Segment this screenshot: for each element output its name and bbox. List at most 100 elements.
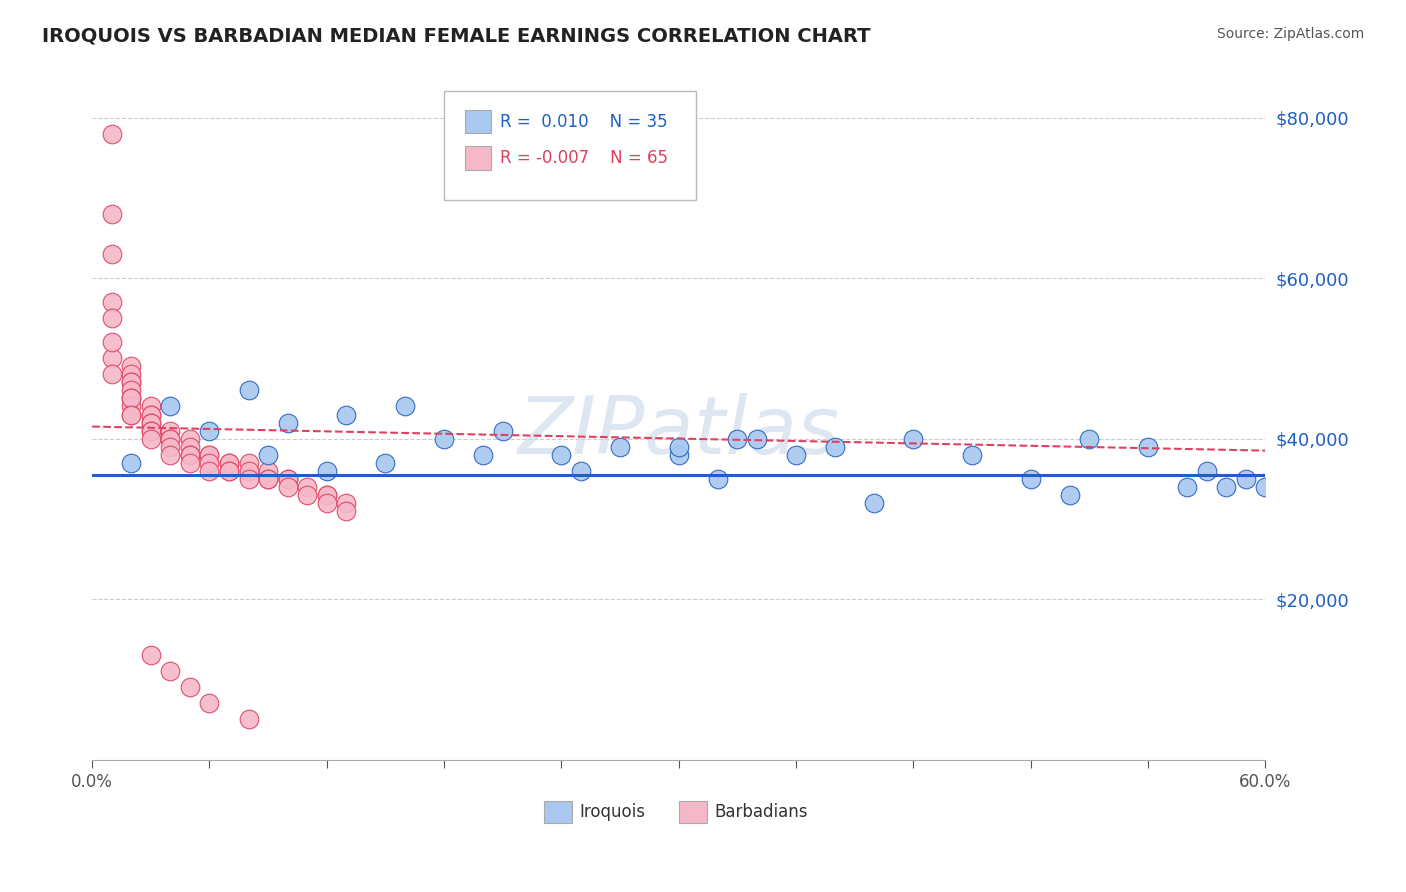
Point [472,448,495,462]
Point [824,440,846,454]
Point [277,472,299,486]
Point [120,376,142,390]
Point [297,488,319,502]
Point [1215,480,1237,494]
Point [139,432,162,446]
Point [198,424,221,438]
Text: Iroquois: Iroquois [579,803,645,822]
Point [218,456,240,470]
Point [335,504,357,518]
Point [139,424,162,438]
Point [863,496,886,510]
Text: ZIPatlas: ZIPatlas [517,393,839,471]
Point [335,408,357,422]
Point [100,311,122,326]
Point [257,448,280,462]
Point [903,432,925,446]
Point [100,351,122,366]
Point [1254,480,1277,494]
Point [1078,432,1101,446]
Point [139,648,162,663]
Text: IROQUOIS VS BARBADIAN MEDIAN FEMALE EARNINGS CORRELATION CHART: IROQUOIS VS BARBADIAN MEDIAN FEMALE EARN… [42,27,870,45]
Point [1195,464,1218,478]
Bar [465,146,491,169]
Point [100,368,122,382]
Point [139,400,162,414]
Point [238,464,260,478]
Point [139,408,162,422]
Point [100,247,122,261]
Point [277,416,299,430]
Point [725,432,748,446]
Point [257,472,280,486]
Point [238,384,260,398]
Point [159,432,181,446]
Point [668,440,690,454]
FancyBboxPatch shape [444,91,696,200]
Point [745,432,768,446]
Point [1175,480,1198,494]
Point [198,448,221,462]
Point [238,713,260,727]
Point [139,416,162,430]
Point [433,432,456,446]
Point [315,488,337,502]
Point [159,424,181,438]
Point [159,665,181,679]
Point [335,496,357,510]
Point [120,408,142,422]
Point [198,448,221,462]
Point [257,472,280,486]
Point [297,480,319,494]
Point [120,392,142,406]
Point [120,456,142,470]
Bar [679,801,707,823]
Point [120,368,142,382]
Point [198,456,221,470]
Point [179,448,201,462]
Point [785,448,807,462]
Point [120,384,142,398]
Point [277,472,299,486]
Bar [465,111,491,134]
Point [238,456,260,470]
Point [159,440,181,454]
Text: R = -0.007    N = 65: R = -0.007 N = 65 [501,149,668,167]
Point [159,432,181,446]
Point [159,448,181,462]
Point [139,408,162,422]
Point [1059,488,1081,502]
Point [139,424,162,438]
Point [198,697,221,711]
Point [609,440,631,454]
Point [218,464,240,478]
Point [238,472,260,486]
Point [1137,440,1160,454]
Point [179,440,201,454]
Point [1234,472,1257,486]
Point [198,464,221,478]
Text: R =  0.010    N = 35: R = 0.010 N = 35 [501,112,668,131]
Point [569,464,592,478]
Point [394,400,416,414]
Point [179,432,201,446]
Point [179,448,201,462]
Point [257,464,280,478]
Point [315,464,337,478]
Point [277,480,299,494]
Point [707,472,730,486]
Point [120,408,142,422]
Point [550,448,572,462]
Text: Source: ZipAtlas.com: Source: ZipAtlas.com [1216,27,1364,41]
Point [218,456,240,470]
Point [159,400,181,414]
Point [100,335,122,350]
Point [1019,472,1042,486]
Point [960,448,983,462]
Text: Barbadians: Barbadians [714,803,807,822]
Point [492,424,515,438]
Point [218,464,240,478]
Point [315,496,337,510]
Point [100,127,122,141]
Point [315,488,337,502]
